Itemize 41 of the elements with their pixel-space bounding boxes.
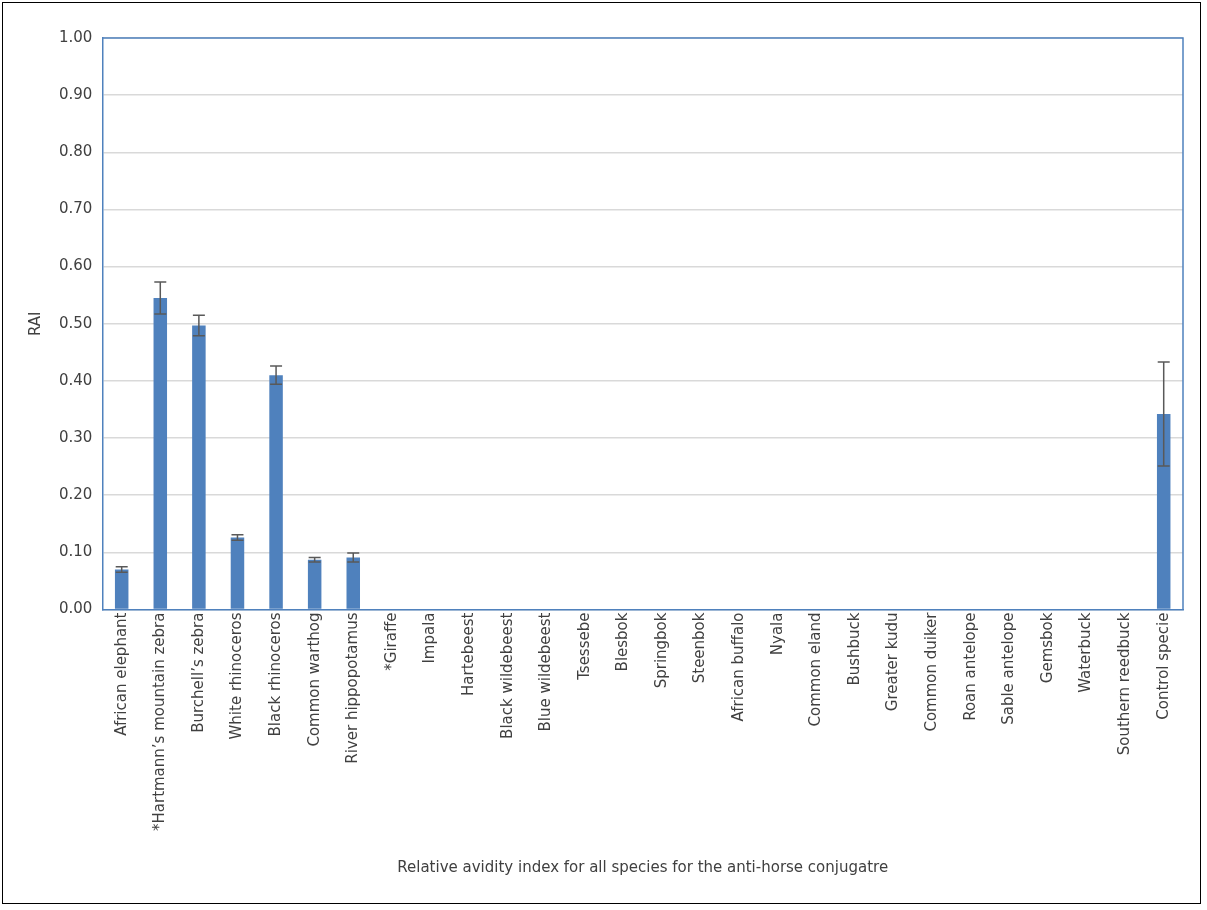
x-tick-label: *Hartmann’s mountain zebra	[150, 612, 169, 832]
x-tick-label: Control specie	[1153, 612, 1172, 720]
y-tick-label: 0.40	[58, 370, 93, 389]
x-tick-label: African buffalo	[729, 612, 748, 722]
x-tick-label: Steenbok	[690, 612, 709, 684]
x-tick-label: Burchell’s zebra	[188, 612, 207, 733]
x-tick-label: Southern reedbuck	[1115, 612, 1133, 756]
y-tick-label: 0.90	[58, 85, 93, 104]
y-tick-label: 0.30	[58, 427, 93, 446]
y-tick-label: 0.50	[58, 313, 93, 332]
x-tick-label: Blue wildebeest	[536, 612, 555, 732]
x-tick-label: White rhinoceros	[227, 612, 246, 740]
x-tick-label: African elephant	[111, 612, 130, 736]
y-tick-label: 0.00	[58, 599, 93, 618]
x-tick-label: Blesbok	[613, 612, 632, 672]
y-tick-label: 0.20	[58, 485, 93, 504]
x-tick-label: Sable antelope	[999, 612, 1018, 725]
x-tick-label: Tsessebe	[574, 612, 593, 681]
x-tick-label: Common eland	[806, 612, 825, 727]
x-tick-label: River hippopotamus	[343, 612, 362, 764]
x-tick-label: Common warthog	[304, 612, 323, 747]
x-tick-label: Greater kudu	[883, 612, 902, 712]
y-tick-label: 0.60	[58, 256, 93, 275]
y-tick-label: 0.80	[58, 142, 93, 161]
x-tick-label: Roan antelope	[960, 612, 979, 721]
x-tick-label: Bushbuck	[844, 612, 863, 686]
y-axis-title: RAI	[25, 311, 44, 337]
y-tick-label: 0.10	[58, 542, 93, 561]
x-tick-label: Common duiker	[922, 611, 941, 732]
x-tick-label: Gemsbok	[1037, 612, 1056, 684]
x-tick-label: Black wildebeest	[497, 612, 516, 739]
x-tick-label: Waterbuck	[1076, 612, 1095, 693]
x-tick-label: Hartebeest	[458, 612, 477, 696]
y-tick-label: 0.70	[58, 199, 93, 218]
x-tick-label: *Giraffe	[381, 612, 400, 671]
y-tick-label: 1.00	[58, 27, 93, 46]
x-tick-label: Springbok	[651, 612, 670, 689]
x-axis-title: Relative avidity index for all species for the anti-horse conjugatre	[397, 857, 889, 876]
x-tick-label: Nyala	[767, 612, 786, 656]
x-tick-label: Black rhinoceros	[265, 612, 284, 737]
x-tick-label: Impala	[420, 612, 439, 664]
